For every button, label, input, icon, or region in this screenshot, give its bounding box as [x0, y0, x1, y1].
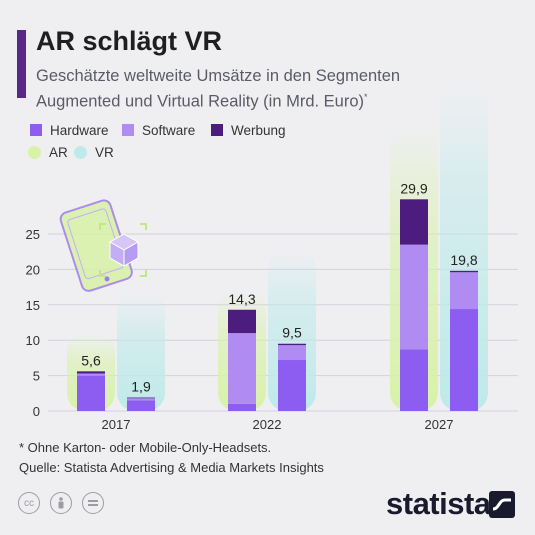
bar-ar-2027-werbung	[400, 199, 428, 245]
bar-vr-2017-werbung	[127, 397, 155, 399]
x-tick-label-2017: 2017	[102, 417, 131, 432]
bar-vr-2022-werbung	[278, 343, 306, 346]
bar-ar-2022-software	[228, 333, 256, 404]
y-tick-label-5: 5	[33, 369, 40, 384]
subtitle-footnote-mark: *	[364, 92, 368, 102]
legend-label-software: Software	[142, 122, 196, 138]
data-label-vr-2027: 19,8	[450, 252, 477, 268]
bar-ar-2027-software	[400, 244, 428, 350]
bar-vr-2022-software	[278, 345, 306, 361]
y-tick-label-10: 10	[26, 333, 40, 348]
data-label-vr-2017: 1,9	[131, 379, 151, 395]
legend-dot-vr	[74, 145, 87, 159]
y-tick-label-15: 15	[26, 298, 40, 313]
statista-logo-mark[interactable]	[489, 491, 515, 518]
y-tick-label-0: 0	[33, 404, 40, 419]
legend-swatch-software	[122, 124, 134, 136]
glow-vr-2017	[117, 293, 165, 411]
bar-vr-2017-software	[127, 398, 155, 401]
data-label-ar-2022: 14,3	[228, 291, 255, 307]
legend-label-hardware: Hardware	[50, 122, 109, 138]
attribution-person-icon[interactable]	[50, 492, 72, 514]
chart-title: AR schlägt VR	[36, 26, 223, 56]
y-tick-label-25: 25	[26, 227, 40, 242]
chart-subtitle: Geschätzte weltweite Umsätze in den Segm…	[36, 66, 506, 113]
legend-swatch-hardware	[30, 124, 42, 136]
y-tick-label-20: 20	[26, 262, 40, 277]
creative-commons-icon[interactable]: cc	[18, 492, 40, 514]
bar-vr-2027-software	[450, 272, 478, 310]
legend-item-ar: AR	[28, 144, 68, 160]
legend-item-software: Software	[122, 122, 195, 138]
legend-item-vr: VR	[74, 144, 114, 160]
bar-vr-2017-hardware	[127, 400, 155, 411]
data-label-ar-2017: 5,6	[81, 352, 101, 368]
bar-ar-2017-hardware	[77, 375, 105, 411]
legend-dot-ar	[28, 145, 41, 159]
bar-vr-2022-hardware	[278, 360, 306, 411]
legend-label-ar: AR	[49, 144, 68, 160]
x-tick-label-2027: 2027	[425, 417, 454, 432]
bar-vr-2027-werbung	[450, 270, 478, 273]
data-label-vr-2022: 9,5	[282, 325, 302, 341]
no-derivatives-icon[interactable]	[82, 492, 104, 514]
statista-logo-text[interactable]: statista	[386, 486, 491, 521]
title-accent-bar	[17, 30, 26, 98]
legend-item-werbung: Werbung	[211, 122, 286, 138]
legend-label-werbung: Werbung	[231, 122, 286, 138]
source-line: Quelle: Statista Advertising & Media Mar…	[19, 460, 324, 475]
subtitle-line-1: Geschätzte weltweite Umsätze in den Segm…	[36, 67, 401, 85]
bar-ar-2027-hardware	[400, 349, 428, 411]
footnote: * Ohne Karton- oder Mobile-Only-Headsets…	[19, 440, 272, 455]
bar-ar-2022-hardware	[228, 403, 256, 411]
legend-item-hardware: Hardware	[30, 122, 109, 138]
x-tick-label-2022: 2022	[253, 417, 282, 432]
bar-ar-2022-werbung	[228, 309, 256, 334]
bar-vr-2027-hardware	[450, 309, 478, 411]
legend-swatch-werbung	[211, 124, 223, 136]
bar-ar-2017-software	[77, 373, 105, 376]
ar-cube-illustration	[99, 223, 147, 277]
subtitle-line-2: Augmented und Virtual Reality (in Mrd. E…	[36, 92, 365, 111]
legend-label-vr: VR	[95, 144, 114, 160]
bar-ar-2017-werbung	[77, 371, 105, 374]
data-label-ar-2027: 29,9	[400, 180, 427, 196]
